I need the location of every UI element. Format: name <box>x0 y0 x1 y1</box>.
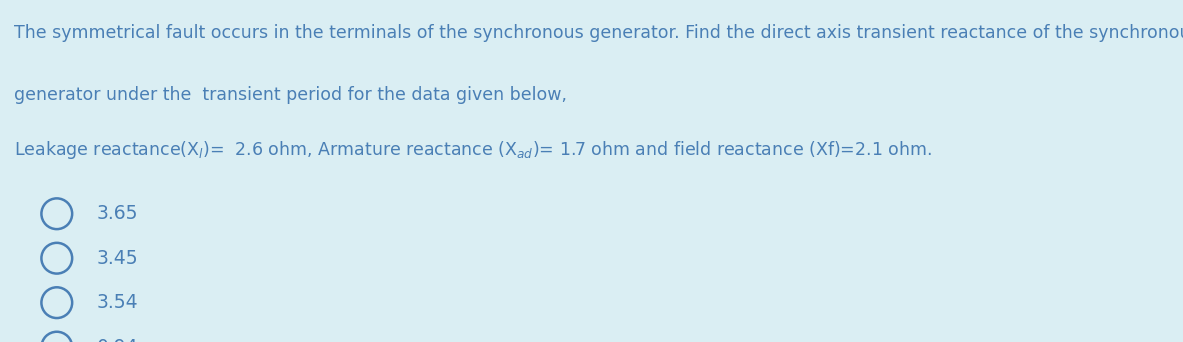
Text: 3.65: 3.65 <box>97 204 138 223</box>
Text: 3.54: 3.54 <box>97 293 138 312</box>
Text: 0.94: 0.94 <box>97 338 138 342</box>
Text: Leakage reactance(X$_l$)=  2.6 ohm, Armature reactance (X$_{ad}$)= 1.7 ohm and f: Leakage reactance(X$_l$)= 2.6 ohm, Armat… <box>14 139 932 160</box>
Text: generator under the  transient period for the data given below,: generator under the transient period for… <box>14 86 567 104</box>
Text: The symmetrical fault occurs in the terminals of the synchronous generator. Find: The symmetrical fault occurs in the term… <box>14 24 1183 42</box>
Text: 3.45: 3.45 <box>97 249 138 268</box>
